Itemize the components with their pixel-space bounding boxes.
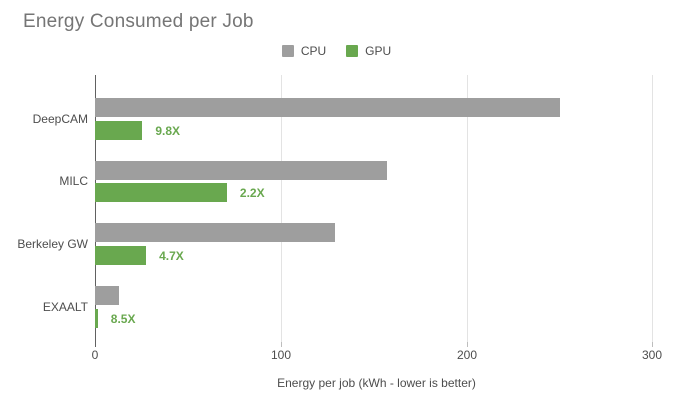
category-label-milc: MILC bbox=[59, 174, 88, 189]
gpu-bar-exaalt bbox=[95, 308, 98, 328]
gridline-300 bbox=[652, 75, 653, 342]
x-axis-title: Energy per job (kWh - lower is better) bbox=[277, 376, 476, 390]
category-label-exaalt: EXAALT bbox=[42, 299, 88, 314]
gpu-bar-berkeley-gw bbox=[95, 245, 147, 265]
cpu-bar-berkeley-gw bbox=[95, 223, 335, 243]
plot-area bbox=[95, 75, 658, 347]
speedup-annotation-deepcam: 9.8X bbox=[155, 123, 181, 138]
y-axis-line bbox=[95, 75, 96, 347]
legend-item-cpu: CPU bbox=[281, 44, 327, 58]
legend-item-gpu: GPU bbox=[346, 44, 391, 58]
chart-title: Energy Consumed per Job bbox=[23, 11, 254, 32]
speedup-annotation-milc: 2.2X bbox=[239, 186, 265, 201]
tick-mark-100 bbox=[281, 342, 282, 347]
gpu-bar-milc bbox=[95, 183, 227, 203]
x-tick-label-300: 300 bbox=[641, 348, 663, 362]
category-label-berkeley-gw: Berkeley GW bbox=[17, 236, 88, 251]
cpu-bar-exaalt bbox=[95, 286, 120, 306]
gridline-100 bbox=[281, 75, 282, 342]
gpu-bar-deepcam bbox=[95, 120, 143, 140]
legend-label-cpu: CPU bbox=[300, 44, 327, 58]
x-tick-label-100: 100 bbox=[270, 348, 292, 362]
chart-legend: CPU GPU bbox=[0, 44, 673, 58]
tick-mark-300 bbox=[652, 342, 653, 347]
category-label-deepcam: DeepCAM bbox=[32, 111, 88, 126]
speedup-annotation-berkeley-gw: 4.7X bbox=[159, 248, 184, 263]
cpu-bar-milc bbox=[95, 160, 387, 180]
cpu-legend-swatch-icon bbox=[281, 45, 294, 57]
x-tick-label-0: 0 bbox=[91, 348, 99, 362]
cpu-bar-deepcam bbox=[95, 98, 560, 117]
x-tick-label-200: 200 bbox=[456, 348, 478, 362]
tick-mark-200 bbox=[467, 342, 468, 347]
gridline-200 bbox=[467, 75, 468, 342]
gpu-legend-swatch-icon bbox=[346, 45, 359, 57]
speedup-annotation-exaalt: 8.5X bbox=[110, 311, 136, 326]
legend-label-gpu: GPU bbox=[365, 44, 392, 58]
